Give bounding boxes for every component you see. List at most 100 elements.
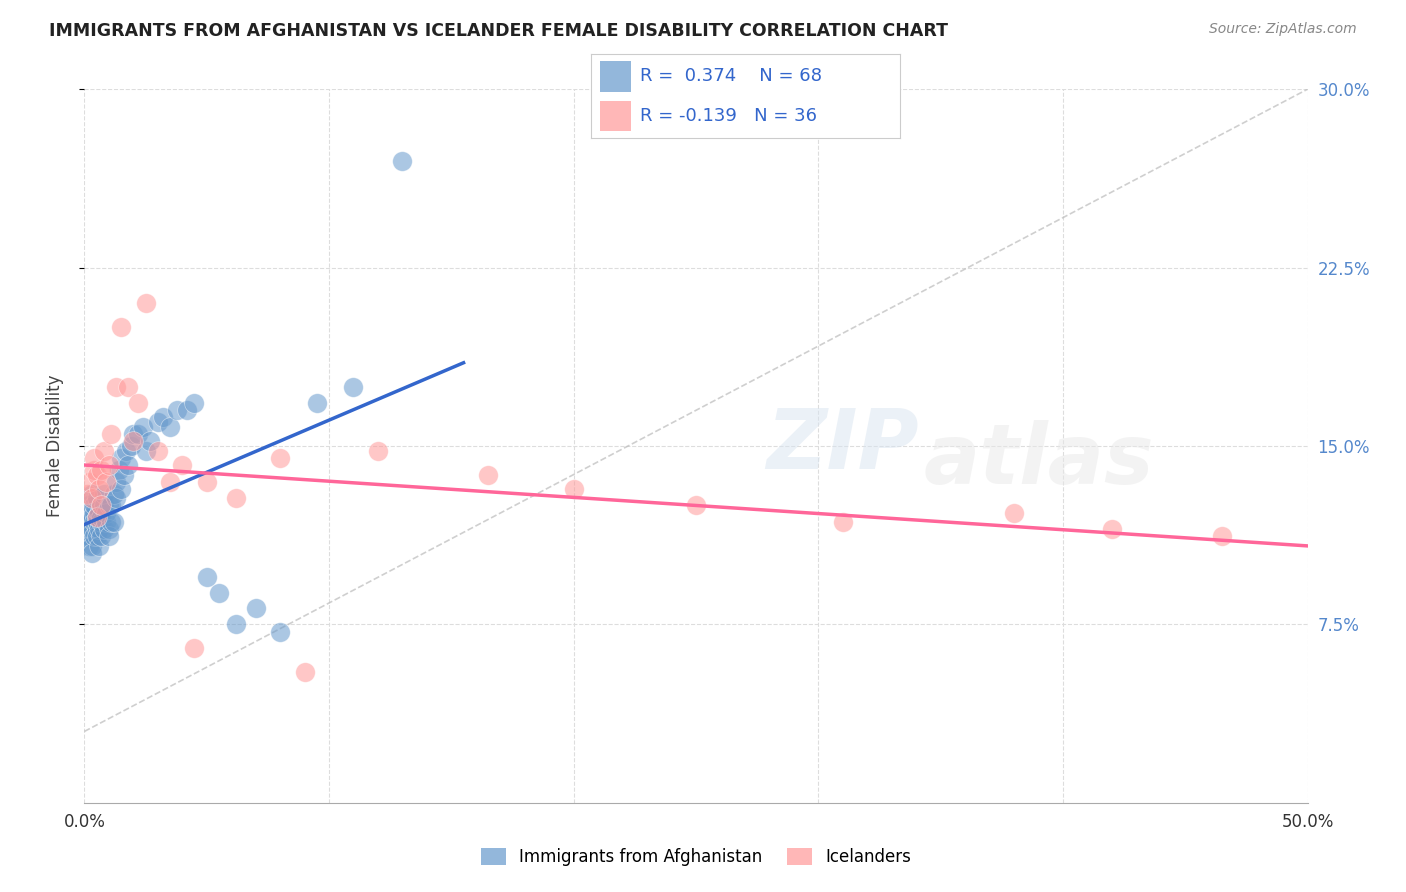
Point (225, 491, 247, 506)
Point (83, 506, 105, 520)
Point (93, 486, 115, 500)
Point (76, 486, 98, 500)
Point (80, 510, 103, 524)
Point (110, 482, 132, 496)
Point (110, 320, 132, 334)
Point (86, 491, 108, 506)
Point (135, 443, 157, 458)
Point (132, 420, 155, 434)
Text: R = -0.139   N = 36: R = -0.139 N = 36 (640, 107, 817, 125)
Point (76, 529, 98, 543)
Point (86, 515, 108, 529)
Point (127, 396, 149, 410)
Point (97, 522, 120, 536)
Point (1211, 529, 1233, 543)
Point (562, 482, 585, 496)
FancyBboxPatch shape (600, 101, 631, 131)
Point (166, 403, 188, 417)
Point (685, 499, 707, 513)
Point (96, 475, 118, 489)
Point (80, 491, 103, 506)
Point (93, 443, 115, 458)
Point (83, 515, 105, 529)
Point (103, 515, 125, 529)
Text: R =  0.374    N = 68: R = 0.374 N = 68 (640, 68, 823, 86)
Point (87, 506, 110, 520)
Point (77, 529, 100, 543)
Point (477, 467, 499, 482)
Point (105, 491, 128, 506)
Point (112, 467, 135, 482)
Point (1101, 522, 1123, 536)
Point (96, 515, 118, 529)
Point (146, 415, 169, 429)
Point (269, 624, 291, 639)
Point (97, 499, 120, 513)
Point (342, 379, 364, 393)
Point (110, 450, 132, 465)
Point (367, 443, 389, 458)
Point (269, 450, 291, 465)
Point (305, 396, 328, 410)
Point (77, 539, 100, 553)
Point (76, 515, 98, 529)
Point (77, 475, 100, 489)
Point (176, 403, 198, 417)
Point (1002, 506, 1025, 520)
Point (103, 486, 125, 500)
Point (172, 458, 194, 472)
Point (146, 443, 169, 458)
Point (120, 439, 142, 453)
Point (97, 458, 120, 472)
Point (77, 515, 100, 529)
Point (122, 427, 145, 442)
Y-axis label: Female Disability: Female Disability (45, 375, 63, 517)
Point (86, 467, 108, 482)
Point (93, 499, 115, 513)
Point (117, 379, 139, 393)
Point (135, 296, 157, 310)
Point (127, 427, 149, 442)
Point (87, 482, 110, 496)
Point (105, 475, 128, 489)
Point (122, 434, 145, 449)
Point (86, 510, 108, 524)
Point (80, 522, 103, 536)
Point (245, 600, 267, 615)
Point (90, 499, 112, 513)
Point (105, 379, 128, 393)
Point (294, 665, 316, 679)
Point (87, 522, 110, 536)
Point (115, 443, 138, 458)
Point (83, 463, 105, 477)
Point (87, 539, 110, 553)
Point (90, 515, 112, 529)
Point (96, 506, 118, 520)
Point (100, 499, 122, 513)
Point (76, 506, 98, 520)
Point (208, 586, 231, 600)
Point (86, 529, 108, 543)
Point (83, 499, 105, 513)
Point (86, 522, 108, 536)
Point (90, 463, 112, 477)
Point (83, 529, 105, 543)
Text: Source: ZipAtlas.com: Source: ZipAtlas.com (1209, 22, 1357, 37)
Text: ZIP: ZIP (766, 406, 920, 486)
Point (159, 475, 181, 489)
Point (93, 522, 115, 536)
Point (159, 420, 181, 434)
Point (152, 410, 174, 425)
Point (80, 539, 103, 553)
Point (195, 570, 218, 584)
Point (77, 499, 100, 513)
Point (90, 510, 112, 524)
Point (83, 450, 105, 465)
Point (117, 458, 139, 472)
Point (86, 510, 108, 524)
Point (100, 427, 122, 442)
Point (139, 434, 162, 449)
Point (107, 463, 129, 477)
Text: atlas: atlas (924, 420, 1154, 500)
Point (183, 396, 205, 410)
